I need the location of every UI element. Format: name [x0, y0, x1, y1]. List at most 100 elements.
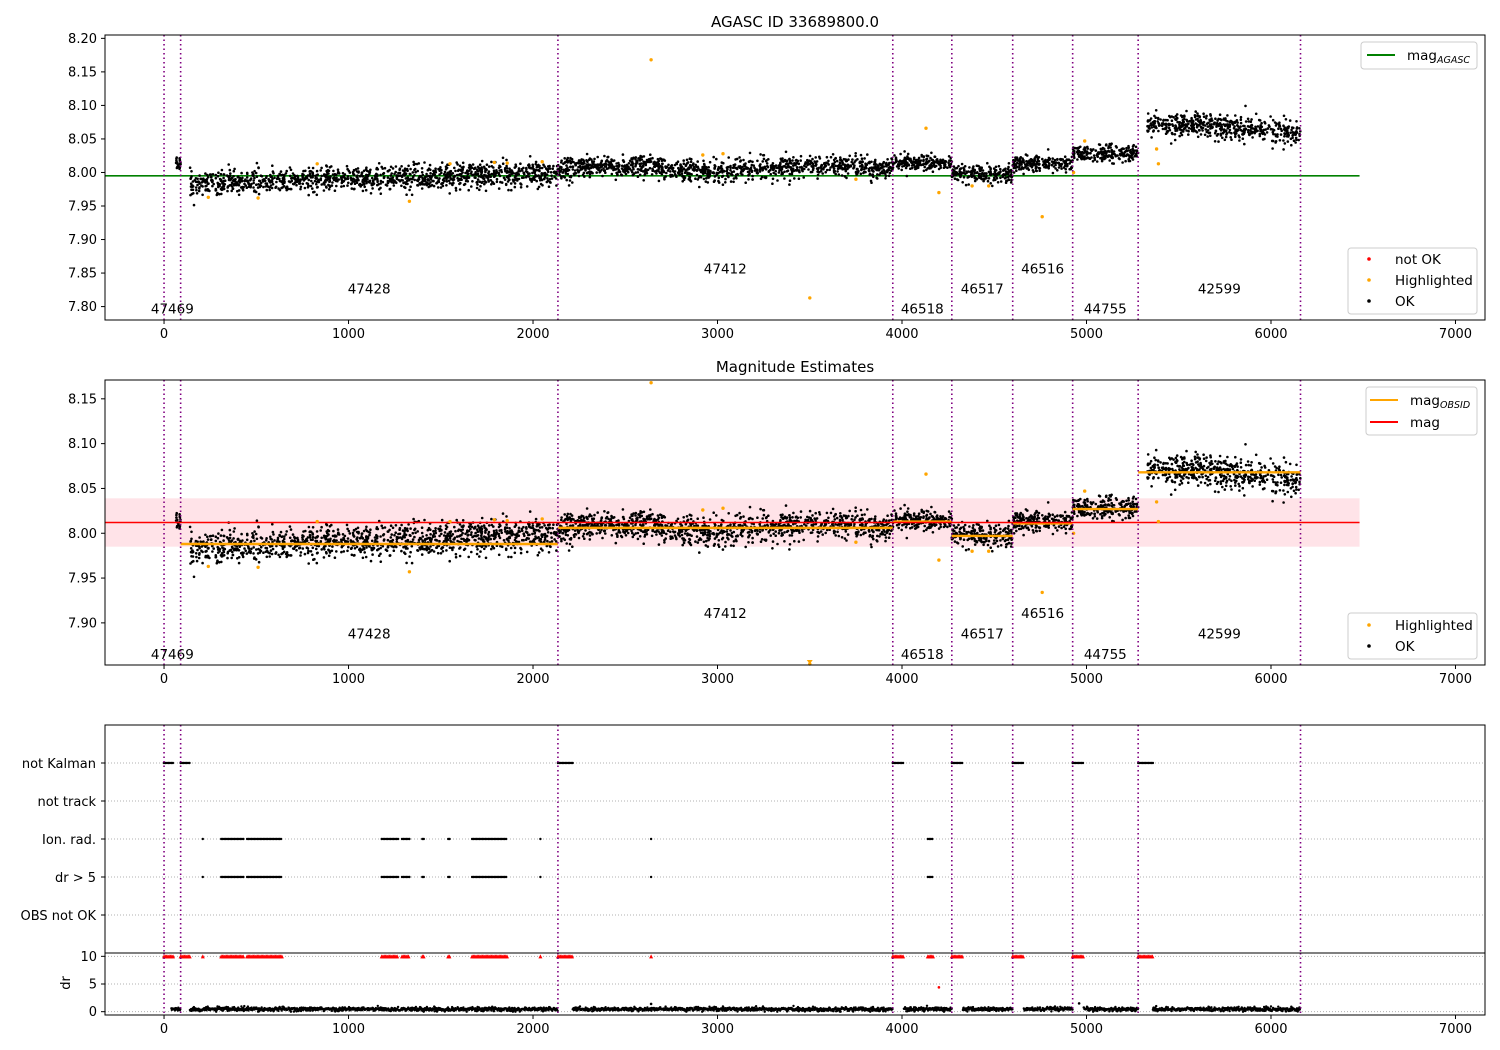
ok-point — [505, 158, 508, 162]
ok-point — [316, 185, 319, 189]
ok-point — [310, 179, 313, 183]
ok-point — [1295, 127, 1299, 130]
ok-point — [320, 525, 323, 529]
ok-point — [1161, 127, 1165, 131]
ok-point — [350, 177, 353, 181]
ok-point — [423, 179, 426, 183]
ok-point — [721, 174, 725, 178]
ok-point — [1127, 149, 1130, 152]
ok-point — [1222, 118, 1226, 121]
ok-point — [1247, 120, 1250, 123]
ok-point — [1183, 117, 1186, 121]
ok-point — [222, 187, 226, 191]
ok-point — [751, 174, 754, 178]
ok-point — [960, 162, 964, 166]
ok-point — [1018, 165, 1021, 169]
ok-point — [1270, 139, 1274, 143]
ok-point — [1063, 164, 1067, 168]
ok-point — [1003, 177, 1007, 180]
ok-point — [340, 545, 344, 549]
ok-point — [756, 171, 759, 175]
ok-point — [810, 161, 813, 164]
ok-point — [394, 531, 398, 534]
ok-point — [1038, 167, 1042, 170]
ok-point — [248, 179, 252, 182]
ok-point — [432, 532, 436, 535]
ok-point — [438, 168, 442, 171]
ok-point — [612, 167, 616, 170]
ok-point — [1100, 156, 1104, 159]
ok-point — [220, 560, 223, 564]
ok-point — [860, 167, 863, 171]
ok-point — [340, 550, 343, 554]
ok-point — [913, 161, 917, 164]
ok-point — [279, 170, 283, 173]
ok-point — [466, 180, 470, 183]
ok-point — [1244, 120, 1248, 123]
ok-point — [1213, 140, 1217, 143]
highlighted-point — [448, 162, 452, 166]
ok-point — [525, 185, 529, 188]
ok-point — [1189, 124, 1193, 127]
ok-point — [795, 158, 798, 162]
ok-point — [204, 533, 207, 537]
ok-point — [811, 157, 814, 161]
ok-point — [376, 183, 379, 187]
ok-point — [298, 182, 302, 185]
ok-point — [620, 167, 624, 170]
ok-point — [214, 539, 218, 543]
ok-point — [482, 540, 485, 543]
ok-point — [1206, 129, 1210, 132]
ok-point — [1176, 116, 1179, 120]
ok-point — [198, 551, 201, 555]
ok-point — [346, 167, 349, 171]
ok-point — [1091, 160, 1095, 163]
ok-point — [886, 158, 889, 161]
ok-point — [1196, 117, 1199, 121]
ok-point — [416, 549, 420, 552]
ok-point — [737, 165, 740, 168]
ok-point — [394, 170, 398, 174]
ok-point — [246, 533, 249, 537]
ok-point — [702, 162, 706, 166]
ok-point — [383, 526, 387, 529]
ok-point — [890, 169, 893, 172]
ok-point — [667, 163, 670, 167]
ok-point — [269, 549, 273, 552]
ok-point — [1107, 146, 1110, 150]
ok-point — [311, 166, 315, 170]
ok-point — [1187, 133, 1190, 136]
ok-point — [448, 192, 452, 195]
ok-point — [1246, 117, 1250, 121]
ok-point — [339, 176, 343, 179]
ok-point — [497, 166, 501, 170]
ok-point — [759, 177, 763, 181]
ok-point — [906, 161, 909, 165]
highlighted-point — [540, 160, 544, 164]
ok-point — [702, 159, 705, 163]
ok-point — [320, 166, 323, 170]
ok-point — [386, 181, 390, 185]
ok-point — [1157, 129, 1160, 133]
ok-point — [917, 156, 921, 160]
ok-point — [1219, 132, 1223, 136]
ok-point — [1158, 124, 1161, 127]
ok-point — [214, 555, 218, 559]
ok-point — [654, 162, 658, 165]
ok-point — [480, 534, 483, 537]
ok-point — [800, 166, 804, 170]
ok-point — [480, 173, 483, 176]
ok-point — [316, 551, 319, 555]
ok-point — [515, 540, 519, 544]
ok-point — [354, 168, 358, 171]
ok-point — [302, 169, 305, 173]
ok-point — [529, 178, 532, 182]
ok-point — [360, 171, 364, 174]
ok-point — [413, 178, 417, 182]
ok-point — [722, 169, 725, 173]
ok-point — [910, 164, 914, 167]
ok-point — [744, 181, 747, 184]
ok-point — [477, 175, 481, 178]
ok-point — [315, 539, 319, 543]
ok-point — [475, 168, 479, 171]
